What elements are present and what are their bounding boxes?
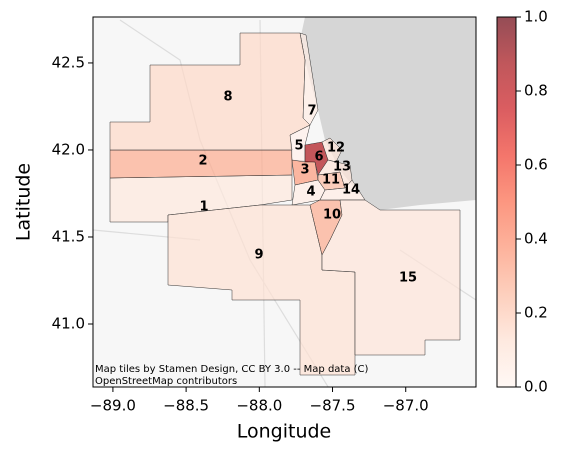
lake bbox=[300, 17, 476, 210]
region-label: 11 bbox=[322, 173, 340, 188]
colorbar-tick-label: 0.0 bbox=[524, 378, 548, 396]
colorbar-tick-label: 0.2 bbox=[524, 304, 548, 322]
colorbar-tick-label: 0.4 bbox=[524, 230, 548, 248]
region bbox=[321, 137, 343, 163]
attribution: OpenStreetMap contributors bbox=[95, 376, 237, 387]
axes-frame bbox=[92, 16, 477, 388]
region-label: 14 bbox=[342, 183, 360, 198]
region-label: 7 bbox=[307, 104, 316, 119]
y-tick-label: 42.0 bbox=[52, 140, 85, 158]
region-label: 9 bbox=[254, 248, 263, 263]
region-label: 4 bbox=[306, 185, 315, 200]
region-label: 2 bbox=[198, 154, 207, 169]
region-label: 13 bbox=[333, 160, 351, 175]
attribution: Map tiles by Stamen Design, CC BY 3.0 --… bbox=[95, 364, 369, 375]
x-tick-label: −87.5 bbox=[310, 397, 356, 415]
region-label: 5 bbox=[294, 139, 303, 154]
colorbar-tick-label: 1.0 bbox=[524, 8, 548, 26]
region bbox=[321, 199, 461, 356]
colorbar-tick-label: 0.8 bbox=[524, 82, 548, 100]
region bbox=[109, 32, 311, 151]
y-tick-label: 41.5 bbox=[52, 227, 85, 245]
region-label: 15 bbox=[399, 271, 417, 286]
x-axis-label: Longitude bbox=[237, 421, 332, 443]
colorbar-tick-label: 0.6 bbox=[524, 156, 548, 174]
region-label: 8 bbox=[223, 90, 232, 105]
x-tick-label: −88.5 bbox=[163, 397, 209, 415]
regions bbox=[109, 32, 461, 376]
region-label: 10 bbox=[323, 208, 341, 223]
x-tick-label: −88.0 bbox=[236, 397, 282, 415]
y-tick-label: 41.0 bbox=[52, 314, 85, 332]
colorbar bbox=[496, 16, 517, 388]
y-tick-label: 42.5 bbox=[52, 53, 85, 71]
region-label: 1 bbox=[199, 200, 208, 215]
region-label: 3 bbox=[300, 163, 309, 178]
x-tick-label: −87.0 bbox=[383, 397, 429, 415]
region-label: 6 bbox=[314, 150, 323, 165]
region-label: 12 bbox=[327, 141, 345, 156]
y-axis-label: Latitude bbox=[13, 163, 35, 241]
x-tick-label: −89.0 bbox=[90, 397, 136, 415]
